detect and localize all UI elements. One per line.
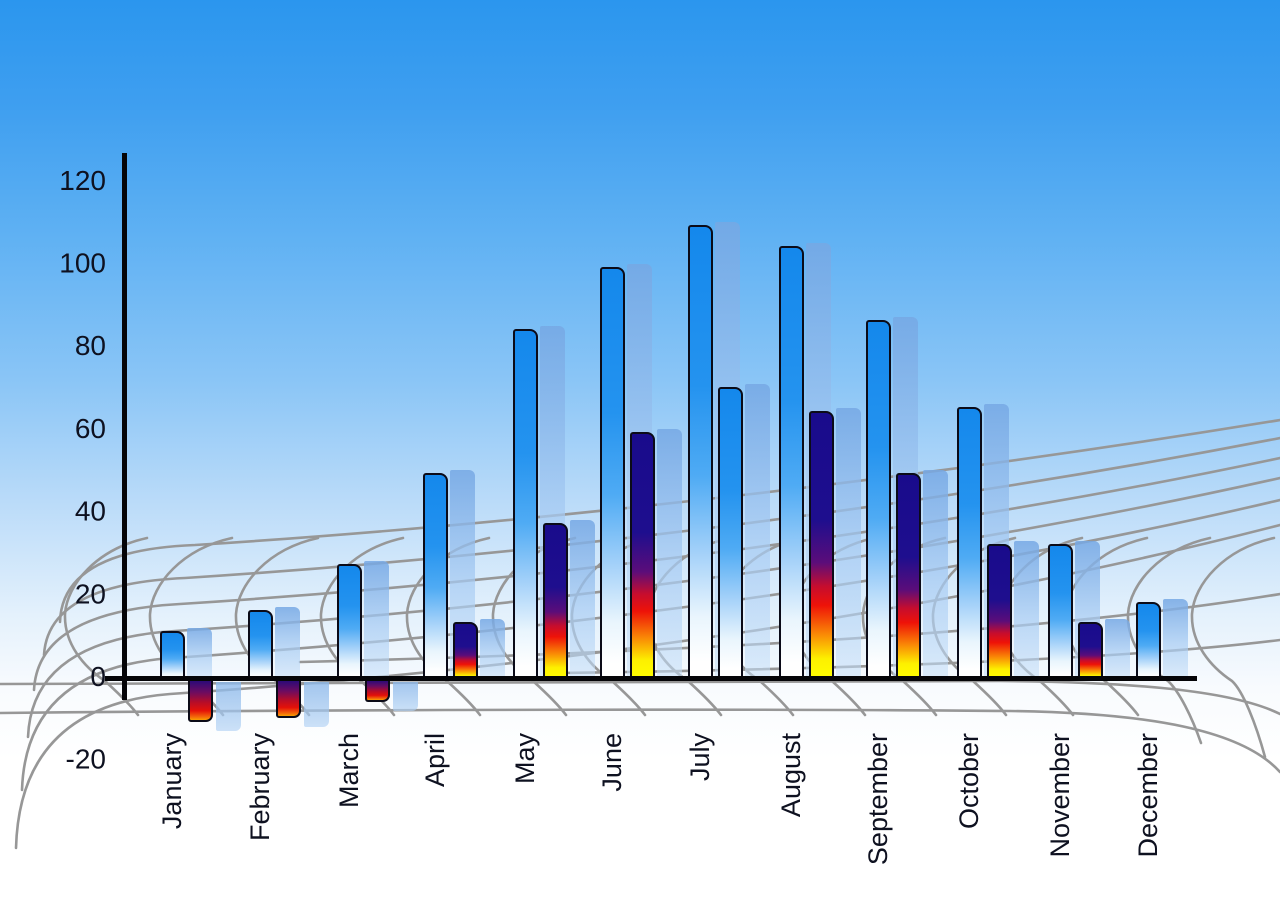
bar-secondary-september: [896, 473, 921, 680]
bar-primary-september: [866, 320, 891, 680]
bar-primary-july: [688, 225, 713, 680]
bar-secondary-echo-may: [570, 520, 595, 680]
bar-primary-october: [957, 407, 982, 680]
grid-vertical-arc: [1190, 536, 1276, 759]
grid-vertical-arc: [63, 536, 149, 717]
bar-secondary-echo-march: [393, 682, 418, 711]
x-axis-month-label-january: January: [157, 733, 187, 830]
bar-secondary-echo-january: [216, 682, 241, 732]
x-axis-month-label-november: November: [1045, 733, 1075, 858]
y-axis-tick-label-0: 0: [90, 661, 106, 692]
x-axis-month-label-may: May: [510, 733, 540, 785]
bar-secondary-echo-april: [480, 619, 505, 680]
bar-secondary-october: [987, 543, 1012, 680]
x-axis-month-label-march: March: [334, 733, 364, 808]
bar-secondary-may: [543, 523, 568, 680]
bar-secondary-echo-august: [836, 408, 861, 680]
bar-primary-january: [160, 630, 185, 680]
bar-primary-april: [423, 473, 448, 680]
x-axis-month-label-july: July: [685, 733, 715, 782]
bar-secondary-february: [276, 681, 301, 719]
y-axis-line: [122, 153, 127, 700]
bar-primary-echo-february: [275, 606, 300, 680]
bar-primary-november: [1048, 543, 1073, 680]
x-axis-month-label-february: February: [245, 733, 275, 842]
bar-primary-march: [337, 564, 362, 680]
bar-secondary-echo-february: [304, 682, 329, 728]
bar-secondary-echo-july: [745, 383, 770, 680]
x-axis-month-label-october: October: [954, 733, 984, 829]
grid-vertical-arc: [1126, 536, 1212, 745]
bar-primary-echo-december: [1163, 598, 1188, 680]
bar-secondary-march: [365, 681, 390, 702]
bar-secondary-echo-october: [1014, 540, 1039, 680]
y-axis-tick-label--20: -20: [66, 744, 106, 775]
x-axis-month-label-august: August: [776, 733, 806, 818]
y-axis-tick-label-40: 40: [75, 496, 106, 527]
bar-secondary-june: [630, 432, 655, 680]
bar-secondary-august: [809, 411, 834, 680]
y-axis-tick-label-100: 100: [59, 248, 106, 279]
y-axis-tick-label-60: 60: [75, 413, 106, 444]
bar-secondary-april: [453, 622, 478, 680]
bar-primary-december: [1136, 601, 1161, 680]
bar-primary-february: [248, 609, 273, 680]
bar-primary-may: [513, 328, 538, 680]
bar-secondary-january: [188, 681, 213, 723]
y-axis-tick-label-80: 80: [75, 330, 106, 361]
bar-secondary-echo-november: [1105, 619, 1130, 680]
bar-secondary-november: [1078, 622, 1103, 680]
x-axis-month-label-april: April: [420, 733, 450, 787]
bar-primary-echo-january: [187, 627, 212, 680]
bar-primary-echo-march: [364, 561, 389, 680]
bar-secondary-july: [718, 386, 743, 680]
x-axis-line: [105, 676, 1197, 681]
bar-secondary-echo-september: [923, 470, 948, 680]
x-axis-month-label-september: September: [863, 733, 893, 865]
bar-primary-august: [779, 245, 804, 680]
y-axis-tick-label-120: 120: [59, 165, 106, 196]
bar-secondary-echo-june: [657, 429, 682, 680]
y-axis-tick-label-20: 20: [75, 578, 106, 609]
x-axis-month-label-december: December: [1133, 733, 1163, 858]
x-axis-month-label-june: June: [597, 733, 627, 792]
bar-primary-june: [600, 266, 625, 680]
